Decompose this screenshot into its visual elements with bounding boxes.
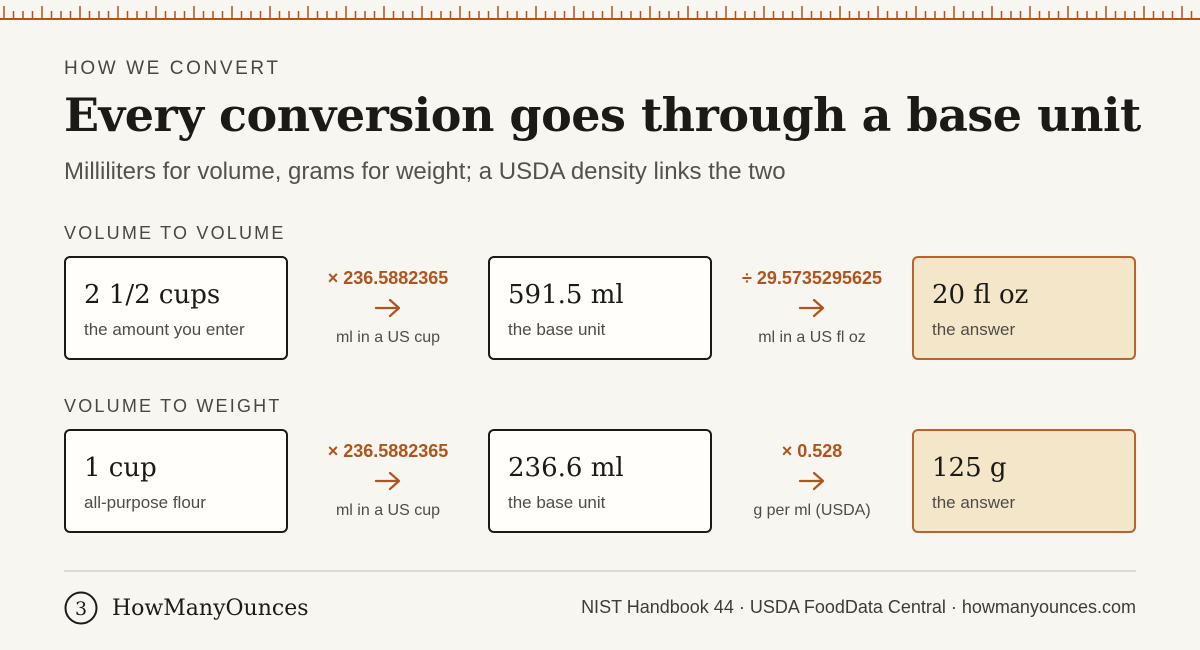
footer-divider	[64, 570, 1136, 572]
answer-value: 125 g	[932, 453, 1007, 483]
input-caption: all-purpose flour	[84, 493, 206, 512]
logo-glyph: 3	[75, 598, 87, 620]
step-note: ml in a US fl oz	[758, 329, 866, 346]
base-caption: the base unit	[508, 320, 606, 339]
conversion-row-volume-to-weight: 1 cup all-purpose flour × 236.5882365 ml…	[64, 429, 1136, 533]
step-to-answer: × 0.528 g per ml (USDA)	[712, 429, 912, 533]
input-box: 1 cup all-purpose flour	[64, 429, 288, 533]
step-to-base: × 236.5882365 ml in a US cup	[288, 256, 488, 360]
arrow-right-icon	[288, 470, 488, 496]
answer-caption: the answer	[932, 320, 1016, 339]
input-caption: the amount you enter	[84, 320, 245, 339]
sources-text: NIST Handbook 44 · USDA FoodData Central…	[581, 597, 1136, 617]
step-factor: × 236.5882365	[327, 441, 449, 461]
arrow-right-icon	[712, 470, 912, 496]
base-value: 591.5 ml	[508, 280, 624, 310]
brand-name: HowManyOunces	[112, 595, 309, 621]
step-note: g per ml (USDA)	[753, 502, 871, 519]
eyebrow-label: HOW WE CONVERT	[64, 58, 281, 79]
step-to-base: × 236.5882365 ml in a US cup	[288, 429, 488, 533]
step-factor: × 0.528	[781, 441, 843, 461]
step-factor: × 236.5882365	[327, 268, 449, 288]
page-subtitle: Milliliters for volume, grams for weight…	[64, 158, 786, 185]
arrow-right-icon	[712, 297, 912, 323]
answer-box: 125 g the answer	[912, 429, 1136, 533]
answer-value: 20 fl oz	[932, 280, 1029, 310]
base-unit-box: 591.5 ml the base unit	[488, 256, 712, 360]
base-caption: the base unit	[508, 493, 606, 512]
ruler-decoration	[0, 0, 1200, 22]
section-label-volume-to-weight: VOLUME TO WEIGHT	[64, 396, 282, 416]
section-label-volume-to-volume: VOLUME TO VOLUME	[64, 223, 286, 243]
page-title: Every conversion goes through a base uni…	[64, 88, 1141, 142]
step-to-answer: ÷ 29.5735295625 ml in a US fl oz	[712, 256, 912, 360]
brand[interactable]: 3 HowManyOunces	[64, 590, 309, 626]
base-unit-box: 236.6 ml the base unit	[488, 429, 712, 533]
logo-icon: 3	[64, 591, 98, 625]
answer-caption: the answer	[932, 493, 1016, 512]
input-box: 2 1/2 cups the amount you enter	[64, 256, 288, 360]
input-value: 2 1/2 cups	[84, 280, 221, 310]
answer-box: 20 fl oz the answer	[912, 256, 1136, 360]
step-note: ml in a US cup	[335, 502, 441, 519]
step-factor: ÷ 29.5735295625	[741, 268, 882, 288]
base-value: 236.6 ml	[508, 453, 624, 483]
step-note: ml in a US cup	[335, 329, 441, 346]
arrow-right-icon	[288, 297, 488, 323]
conversion-row-volume-to-volume: 2 1/2 cups the amount you enter × 236.58…	[64, 256, 1136, 360]
input-value: 1 cup	[84, 453, 157, 483]
